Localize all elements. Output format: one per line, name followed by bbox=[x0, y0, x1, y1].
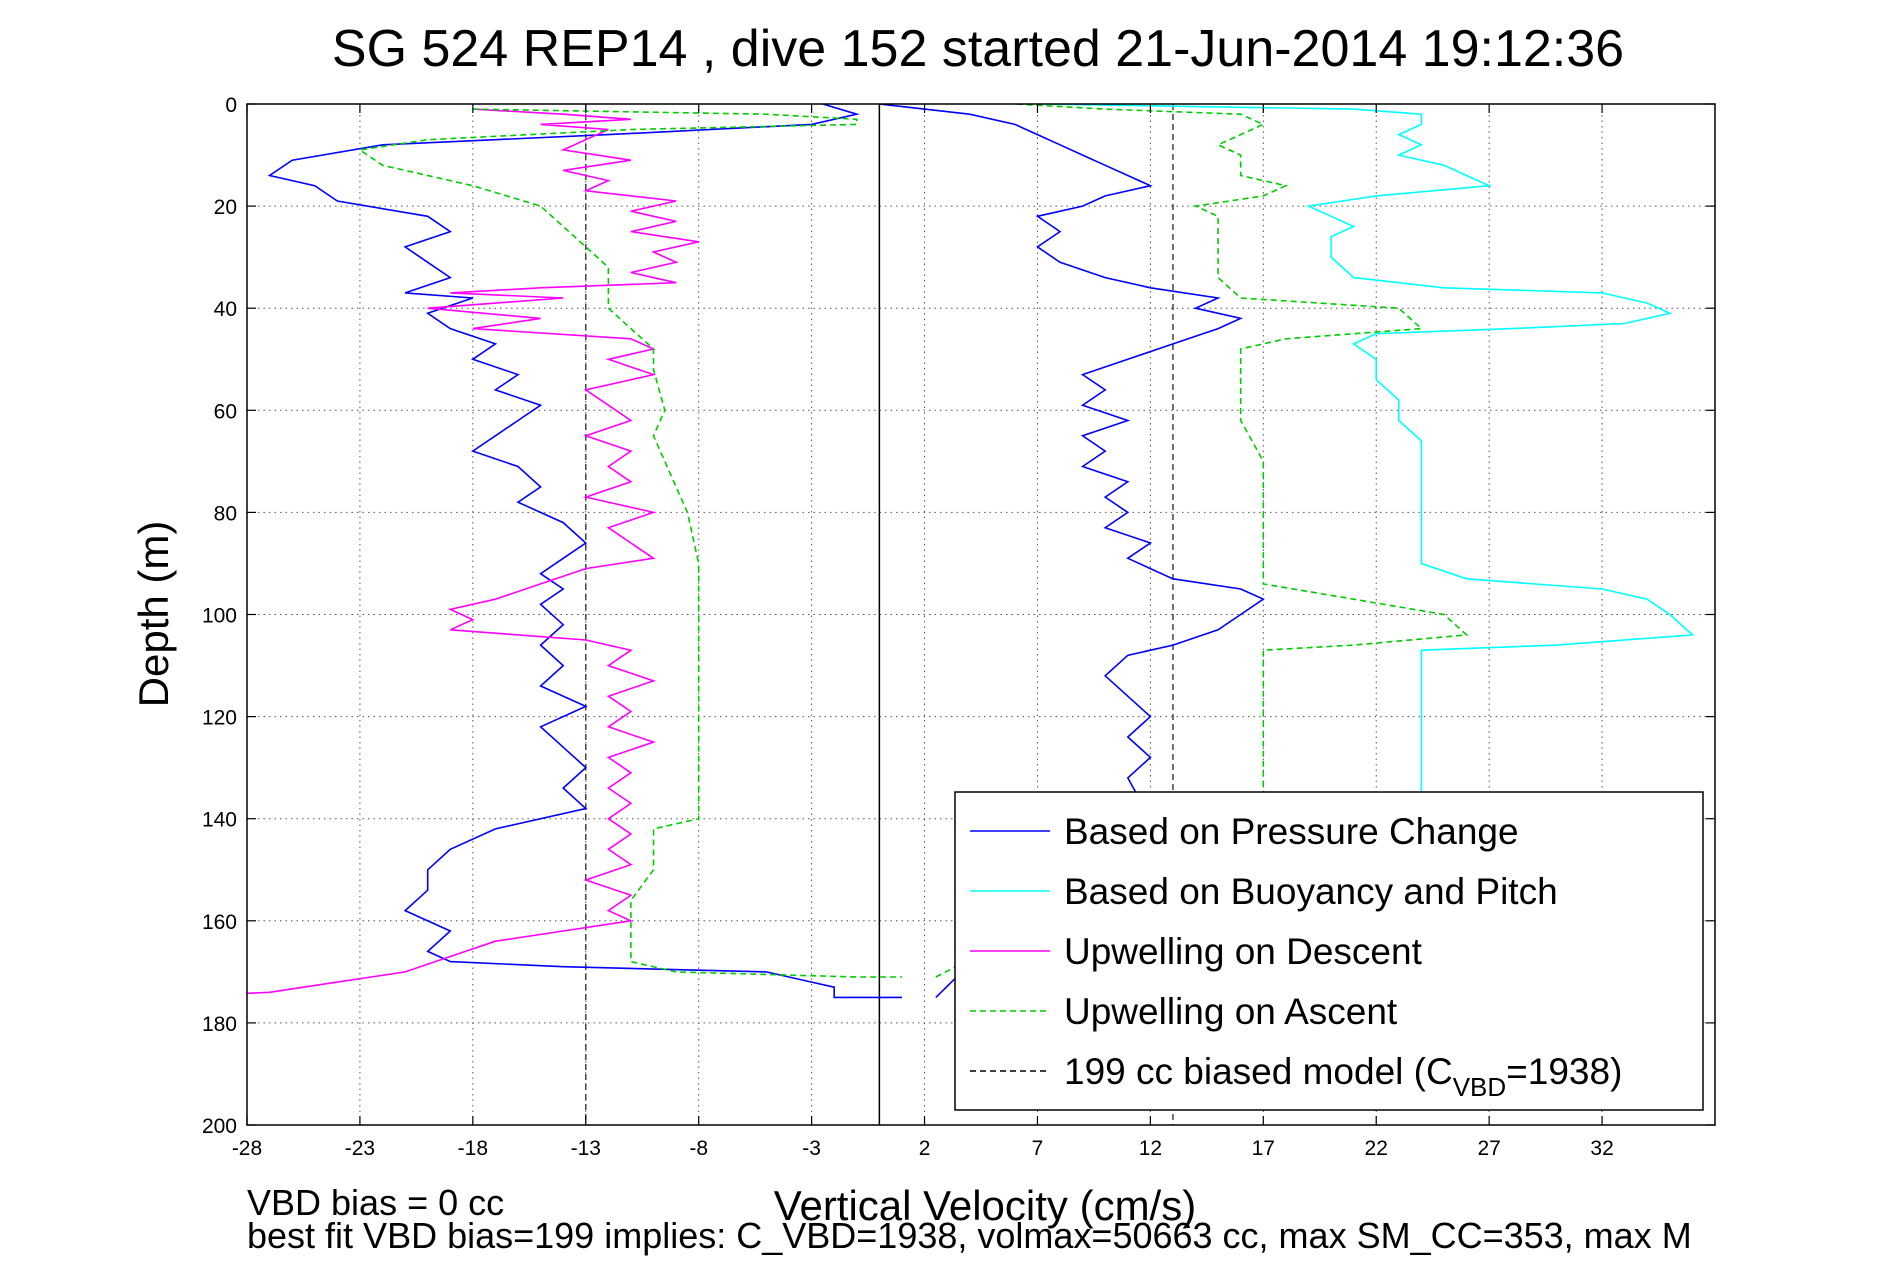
y-axis-label: Depth (m) bbox=[130, 521, 177, 708]
chart-title: SG 524 REP14 , dive 152 started 21-Jun-2… bbox=[332, 20, 1624, 78]
series-lines bbox=[247, 104, 1695, 999]
series-line-3 bbox=[247, 108, 699, 995]
x-tick-label-1: -23 bbox=[345, 1137, 375, 1160]
axis-ticks: -28 -23 -18 -13 -8 -3 2 7 12 17 22 27 32020406080100… bbox=[202, 94, 1715, 1160]
y-tick-label-0: 0 bbox=[225, 94, 237, 117]
x-tick-label-8: 12 bbox=[1139, 1137, 1162, 1160]
y-tick-label-7: 140 bbox=[202, 809, 237, 832]
y-tick-label-5: 100 bbox=[202, 605, 237, 628]
y-tick-label-3: 60 bbox=[214, 400, 237, 423]
x-tick-label-12: 32 bbox=[1590, 1137, 1613, 1160]
x-tick-label-9: 17 bbox=[1252, 1137, 1275, 1160]
y-tick-label-1: 20 bbox=[214, 196, 237, 219]
y-tick-label-6: 120 bbox=[202, 707, 237, 730]
y-tick-label-9: 180 bbox=[202, 1013, 237, 1036]
x-tick-label-7: 7 bbox=[1032, 1137, 1044, 1160]
legend-label-3: Upwelling on Ascent bbox=[1064, 991, 1398, 1032]
x-tick-label-4: -8 bbox=[689, 1137, 708, 1160]
y-tick-label-10: 200 bbox=[202, 1115, 237, 1138]
y-tick-label-2: 40 bbox=[214, 298, 237, 321]
x-tick-label-0: -28 bbox=[232, 1137, 262, 1160]
series-line-4 bbox=[357, 108, 902, 978]
x-tick-label-10: 22 bbox=[1365, 1137, 1388, 1160]
legend-label-1: Based on Buoyancy and Pitch bbox=[1064, 871, 1558, 912]
series-line-1 bbox=[879, 104, 1265, 998]
x-tick-label-11: 27 bbox=[1477, 1137, 1500, 1160]
x-tick-label-3: -13 bbox=[571, 1137, 601, 1160]
y-tick-label-4: 80 bbox=[214, 502, 237, 525]
footer-best-fit: best fit VBD bias=199 implies: C_VBD=193… bbox=[247, 1215, 1692, 1256]
legend-box bbox=[954, 791, 1704, 1111]
x-axis-label: Vertical Velocity (cm/s) bbox=[774, 1182, 1196, 1229]
footer-vbd-bias: VBD bias = 0 cc bbox=[247, 1182, 504, 1223]
y-tick-label-8: 160 bbox=[202, 911, 237, 934]
x-tick-label-2: -18 bbox=[458, 1137, 488, 1160]
legend: Based on Pressure Change Based on Buoyanc… bbox=[970, 811, 1622, 1102]
x-tick-label-5: -3 bbox=[802, 1137, 821, 1160]
series-line-0 bbox=[267, 104, 902, 999]
legend-label-0: Based on Pressure Change bbox=[1064, 811, 1519, 852]
series-line-2 bbox=[1037, 104, 1695, 799]
legend-label-2: Upwelling on Descent bbox=[1064, 931, 1423, 972]
series-line-5 bbox=[935, 104, 1469, 978]
x-tick-label-6: 2 bbox=[919, 1137, 931, 1160]
